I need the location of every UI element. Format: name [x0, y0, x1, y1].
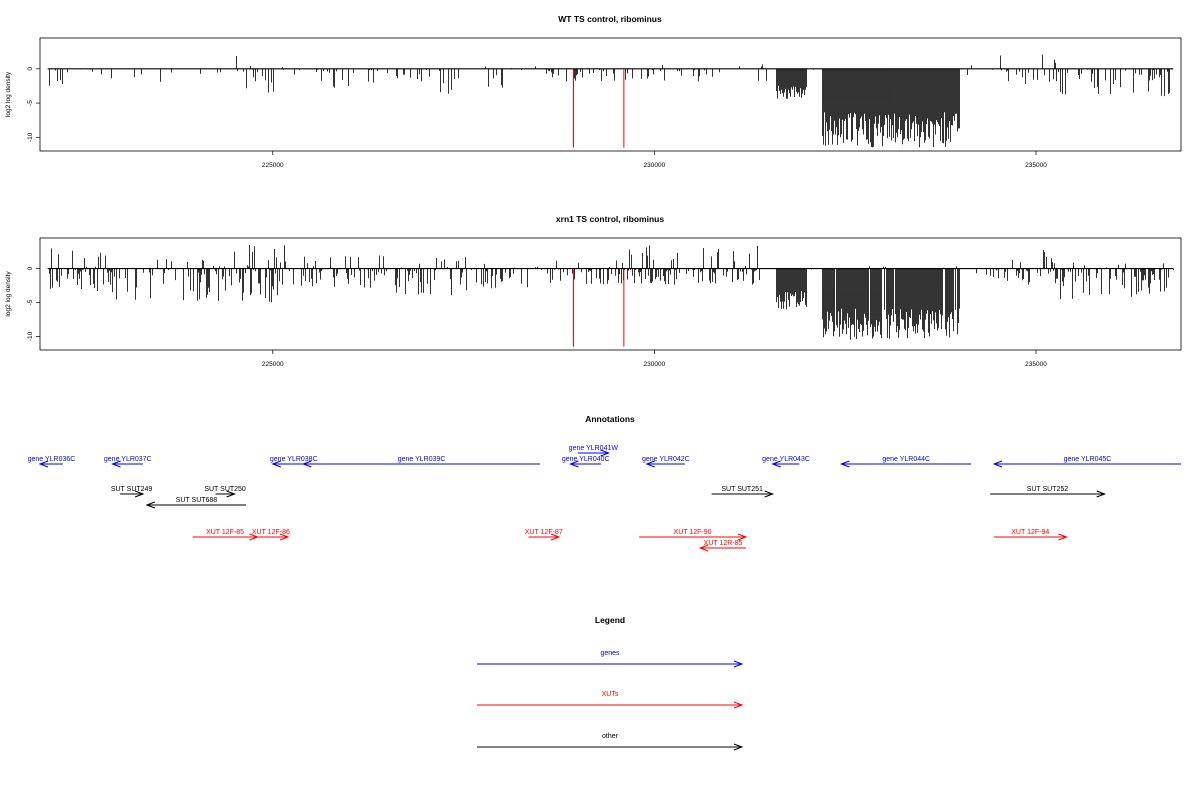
annotation-label: SUT SUT252: [1027, 486, 1069, 493]
x-tick-label: 230000: [644, 162, 666, 169]
arrow-head: [279, 533, 290, 541]
x-tick-label: 225000: [262, 162, 284, 169]
arrow-head: [733, 701, 744, 709]
arrow-head: [271, 460, 281, 468]
annotation-label: SUT SUT250: [204, 486, 246, 493]
y-tick-label: -10: [27, 331, 34, 341]
legend-label: other: [602, 733, 619, 740]
annotation-label: gene YLR038C: [270, 456, 318, 463]
density-bars: [49, 245, 1174, 340]
y-tick-label: 0: [27, 67, 34, 71]
annotation-label: gene YLR040C: [562, 456, 610, 463]
y-axis-label: log2 log density: [5, 271, 12, 317]
arrow-head: [1058, 533, 1068, 541]
legend: Legend genes XUTs other: [477, 615, 744, 751]
annotation-label: XUT 12F-87: [525, 529, 563, 536]
annotation-label: XUT 12F-86: [252, 529, 290, 536]
annotation-label: gene YLR044C: [882, 456, 930, 463]
y-axis-label: log2 log density: [5, 71, 12, 117]
annotations-title: Annotations: [585, 414, 635, 424]
arrow-head: [226, 490, 237, 498]
annotation-feature: gene YLR045C: [992, 456, 1181, 468]
x-tick-label: 235000: [1025, 162, 1047, 169]
annotation-label: XUT 12F-85: [206, 529, 244, 536]
annotation-feature: gene YLR042C: [642, 456, 690, 468]
annotation-label: XUT 12F-94: [1011, 529, 1049, 536]
annotation-feature: gene YLR041W: [569, 445, 619, 457]
arrow-head: [145, 501, 156, 509]
annotation-feature: XUT 12F-85: [192, 529, 259, 541]
plot-frame: [39, 37, 1182, 152]
arrow-head: [733, 660, 744, 668]
annotation-feature: gene YLR036C: [28, 456, 76, 468]
annotation-feature: gene YLR040C: [562, 456, 610, 468]
annotation-label: gene YLR042C: [642, 456, 690, 463]
annotation-feature: SUT SUT688: [145, 497, 247, 509]
track-panel-1: WT TS control, ribominus log2 log density…: [5, 14, 1182, 169]
annotation-label: gene YLR037C: [104, 456, 152, 463]
y-tick-label: 0: [27, 266, 34, 270]
arrow-head: [134, 490, 145, 498]
arrow-head: [550, 533, 561, 541]
annotation-label: gene YLR041W: [569, 445, 619, 452]
arrow-head: [737, 533, 748, 541]
arrow-head: [698, 544, 709, 552]
annotation-feature: SUT SUT250: [204, 486, 246, 498]
y-tick-label: -5: [27, 100, 34, 106]
annotation-feature: XUT 12F-90: [639, 529, 748, 541]
arrow-head: [733, 743, 744, 751]
annotation-feature: XUT 12F-87: [525, 529, 563, 541]
arrow-head: [771, 460, 781, 468]
annotation-label: gene YLR036C: [28, 456, 76, 463]
annotation-label: gene YLR039C: [398, 456, 446, 463]
annotation-label: SUT SUT251: [721, 486, 763, 493]
panel-title: xrn1 TS control, ribominus: [556, 214, 664, 224]
annotation-label: gene YLR045C: [1064, 456, 1112, 463]
arrow-head: [301, 460, 312, 468]
arrow-head: [38, 460, 49, 468]
annotations-section: Annotations gene YLR036C gene YLR037C gene …: [28, 414, 1181, 552]
arrow-head: [569, 460, 579, 468]
arrow-head: [645, 460, 655, 468]
y-tick-label: -5: [27, 299, 34, 305]
track-panel-2: xrn1 TS control, ribominus log2 log densi…: [5, 214, 1182, 368]
annotation-feature: SUT SUT251: [711, 486, 775, 498]
annotation-feature: XUT 12R-85: [698, 540, 746, 552]
x-tick-label: 225000: [262, 361, 284, 368]
legend-item: genes: [477, 650, 744, 668]
arrow-head: [839, 460, 850, 468]
plot-frame: [39, 237, 1182, 351]
arrow-head: [600, 449, 611, 457]
legend-label: XUTs: [602, 691, 619, 698]
annotation-feature: SUT SUT252: [990, 486, 1107, 498]
arrow-head: [992, 460, 1003, 468]
annotation-feature: XUT 12F-94: [994, 529, 1068, 541]
annotation-label: gene YLR043C: [762, 456, 810, 463]
annotation-feature: gene YLR039C: [301, 456, 540, 468]
annotation-feature: gene YLR043C: [762, 456, 810, 468]
legend-label: genes: [600, 650, 620, 657]
y-tick-label: -10: [27, 132, 34, 142]
x-tick-label: 230000: [644, 361, 666, 368]
annotation-label: XUT 12F-90: [674, 529, 712, 536]
arrow-head: [111, 460, 121, 468]
density-bar-series: [49, 245, 1174, 340]
legend-item: XUTs: [477, 691, 744, 709]
annotation-feature: SUT SUT249: [111, 486, 153, 498]
legend-item: other: [477, 733, 744, 751]
annotation-feature: gene YLR044C: [839, 456, 972, 468]
legend-title: Legend: [595, 615, 625, 625]
arrow-head: [1096, 490, 1107, 498]
x-tick-label: 235000: [1025, 361, 1047, 368]
annotation-label: XUT 12R-85: [704, 540, 743, 547]
annotation-feature: gene YLR037C: [104, 456, 152, 468]
annotation-label: SUT SUT249: [111, 486, 153, 493]
annotation-feature: XUT 12F-86: [252, 529, 290, 541]
arrow-head: [764, 490, 775, 498]
panel-title: WT TS control, ribominus: [558, 14, 662, 24]
annotation-label: SUT SUT688: [176, 497, 218, 504]
